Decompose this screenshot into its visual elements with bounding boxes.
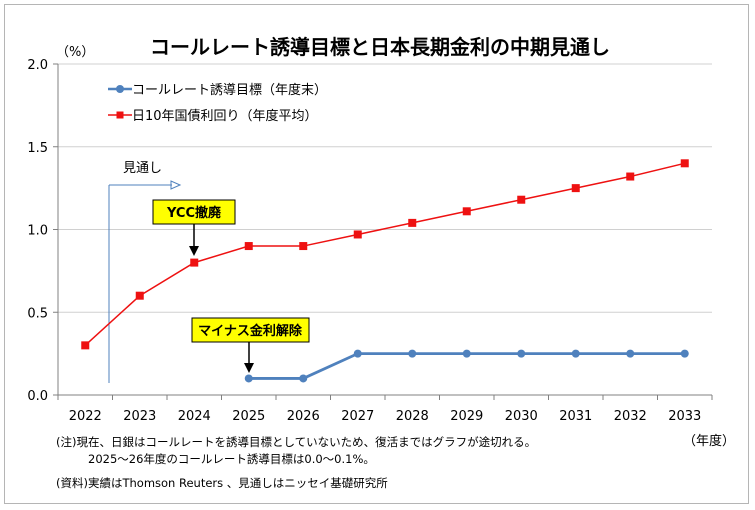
data-point xyxy=(462,207,471,216)
y-tick-label: 2.0 xyxy=(27,58,48,73)
x-tick-label: 2029 xyxy=(450,409,483,424)
data-point xyxy=(299,374,308,383)
data-point xyxy=(462,349,471,358)
x-axis-unit: （年度） xyxy=(683,433,735,449)
x-tick-label: 2022 xyxy=(69,409,102,424)
data-point xyxy=(408,349,417,358)
negative-rate-label: マイナス金利解除 xyxy=(198,323,303,339)
note-line-2: 2025～26年度のコールレート誘導目標は0.0～0.1%。 xyxy=(88,452,375,466)
y-tick-label: 0.0 xyxy=(27,389,48,404)
x-tick-label: 2033 xyxy=(668,409,701,424)
chart-frame xyxy=(4,4,749,504)
y-axis-unit: （%） xyxy=(56,45,94,60)
y-tick-label: 1.0 xyxy=(27,224,48,239)
data-point xyxy=(353,349,362,358)
data-point xyxy=(408,218,417,227)
x-tick-label: 2024 xyxy=(178,409,211,424)
gridlines xyxy=(58,63,712,313)
x-tick-label: 2027 xyxy=(341,409,374,424)
x-tick-label: 2025 xyxy=(232,409,265,424)
chart-title: コールレート誘導目標と日本長期金利の中期見通し xyxy=(150,35,610,59)
data-point xyxy=(244,374,253,383)
legend-marker-policy-rate xyxy=(116,85,124,93)
data-point xyxy=(626,349,635,358)
data-point xyxy=(353,230,362,239)
note-line-1: (注)現在、日銀はコールレートを誘導目標としていないため、復活まではグラフが途切… xyxy=(56,435,537,449)
x-tick-label: 2031 xyxy=(559,409,592,424)
series-line xyxy=(84,162,685,346)
legend: コールレート誘導目標（年度末） 日10年国債利回り（年度平均） xyxy=(108,82,327,124)
y-tick-labels: 0.0 0.5 1.0 1.5 2.0 xyxy=(27,58,48,404)
source-note: (資料)実績はThomson Reuters 、見通しはニッセイ基礎研究所 xyxy=(56,476,388,490)
series-policy-rate xyxy=(244,349,689,383)
x-tick-label: 2032 xyxy=(614,409,647,424)
x-tick-labels: 2022 2023 2024 2025 2026 2027 2028 2029 2030 2031… xyxy=(69,409,702,424)
data-point xyxy=(571,349,580,358)
data-point xyxy=(680,159,689,168)
data-point xyxy=(626,172,635,181)
data-point xyxy=(190,258,199,267)
data-point xyxy=(571,184,580,193)
legend-label-jgb-yield: 日10年国債利回り（年度平均） xyxy=(132,108,318,124)
series-jgb-yield xyxy=(81,159,689,350)
y-tick-label: 0.5 xyxy=(27,306,48,321)
ycc-annotation: YCC撤廃 xyxy=(152,199,236,256)
data-point xyxy=(299,242,308,251)
forecast-label: 見通し xyxy=(123,161,162,176)
series-group xyxy=(81,159,689,383)
axes xyxy=(53,63,713,400)
y-tick-label: 1.5 xyxy=(27,141,48,156)
negative-rate-annotation: マイナス金利解除 xyxy=(191,317,310,373)
legend-marker-jgb-yield xyxy=(116,111,124,119)
ycc-label: YCC撤廃 xyxy=(166,205,222,221)
x-tick-label: 2028 xyxy=(396,409,429,424)
x-tick-label: 2026 xyxy=(287,409,320,424)
data-point xyxy=(81,341,90,350)
data-point xyxy=(517,349,526,358)
data-point xyxy=(135,291,144,300)
data-point xyxy=(680,349,689,358)
forecast-indicator: 見通し xyxy=(108,161,182,383)
data-point xyxy=(517,195,526,204)
legend-label-policy-rate: コールレート誘導目標（年度末） xyxy=(132,82,327,98)
x-tick-label: 2023 xyxy=(123,409,156,424)
data-point xyxy=(244,242,253,251)
x-tick-label: 2030 xyxy=(505,409,538,424)
